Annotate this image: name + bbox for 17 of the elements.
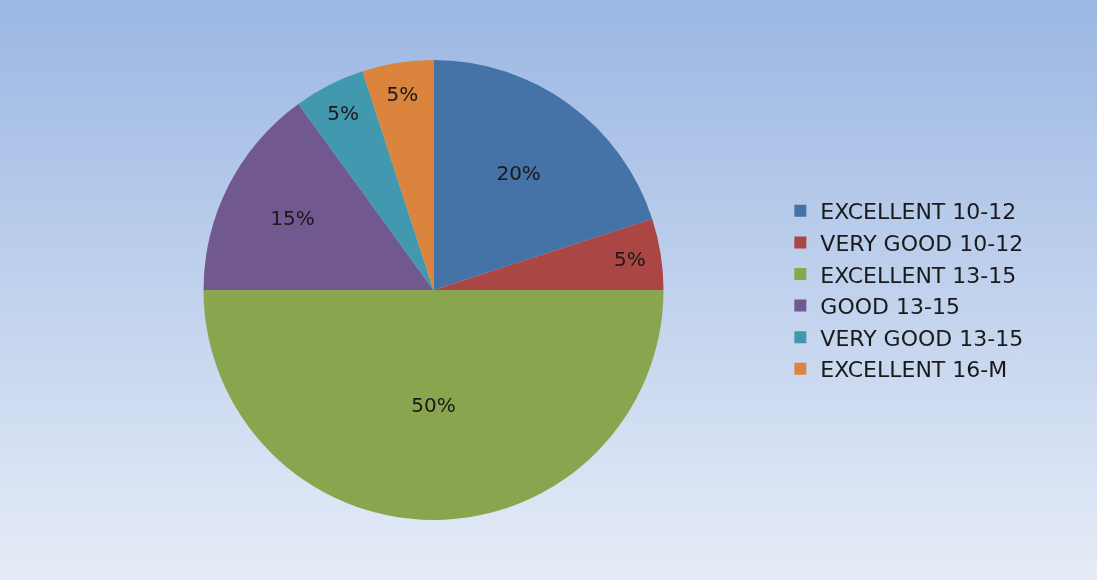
legend-label: VERY GOOD 10-12 [820, 230, 1024, 256]
data-label: 5% [386, 81, 419, 106]
data-label: 20% [496, 160, 541, 185]
legend-label: GOOD 13-15 [820, 294, 960, 320]
data-label: 5% [614, 246, 646, 271]
pie-slice [203, 103, 434, 290]
pie-slice [203, 290, 664, 520]
legend-label: EXCELLENT 10-12 [820, 199, 1017, 225]
pie-slice [433, 218, 664, 290]
legend-label: EXCELLENT 13-15 [820, 262, 1017, 288]
legend-label: EXCELLENT 16-M [820, 357, 1008, 383]
data-label: 15% [270, 206, 315, 231]
legend-label: VERY GOOD 13-15 [820, 325, 1024, 351]
pie-slice [362, 60, 434, 290]
data-label: 5% [327, 100, 360, 125]
data-label: 50% [411, 393, 456, 417]
pie-slice [433, 60, 653, 290]
